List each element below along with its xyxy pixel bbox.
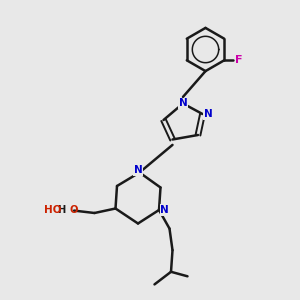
Text: H: H	[58, 205, 66, 215]
Text: N: N	[203, 109, 212, 119]
Text: F: F	[236, 55, 243, 65]
Text: N: N	[178, 98, 188, 109]
Text: N: N	[134, 165, 142, 175]
Text: N: N	[160, 205, 169, 215]
Text: HO: HO	[44, 205, 61, 215]
Text: O: O	[69, 205, 78, 215]
